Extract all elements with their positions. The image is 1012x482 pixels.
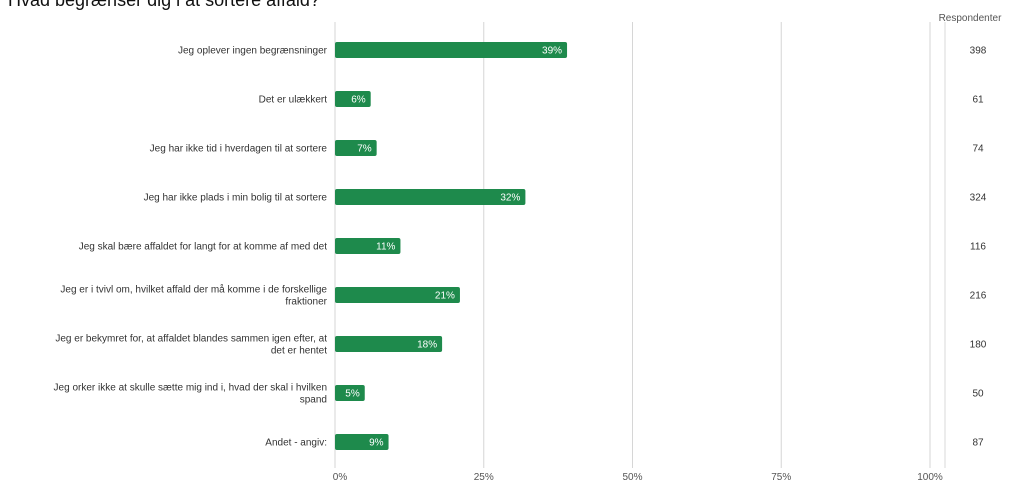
x-tick-label: 0% — [333, 472, 348, 482]
respondent-count: 87 — [972, 438, 984, 449]
bar — [335, 42, 568, 58]
x-tick-label: 100% — [917, 472, 943, 482]
respondent-count: 216 — [970, 291, 987, 302]
bar — [335, 91, 371, 107]
category-label: Andet - angiv: — [265, 438, 327, 449]
bar — [335, 385, 365, 401]
bar-value-label: 18% — [417, 340, 437, 351]
bar-value-label: 11% — [376, 242, 395, 253]
category-label: Det er ulækkert — [259, 95, 328, 106]
bar-value-label: 39% — [542, 46, 562, 57]
bar-value-label: 21% — [435, 291, 455, 302]
respondent-count: 74 — [972, 144, 984, 155]
page-title: Hvad begrænser dig i at sortere affald? — [8, 0, 320, 10]
bar-value-label: 5% — [345, 389, 360, 400]
bar — [335, 434, 389, 450]
respondent-count: 180 — [970, 340, 987, 351]
bar-value-label: 32% — [500, 193, 520, 204]
respondents-header: Respondenter — [939, 13, 1002, 24]
bar — [335, 287, 460, 303]
x-tick-label: 50% — [622, 472, 642, 482]
category-label: Jeg har ikke plads i min bolig til at so… — [144, 193, 328, 204]
category-label: Jeg orker ikke at skulle sætte mig ind i… — [54, 383, 327, 406]
respondent-count: 324 — [970, 193, 987, 204]
bar — [335, 140, 377, 156]
category-label: Jeg er bekymret for, at affaldet blandes… — [55, 334, 327, 357]
respondent-count: 398 — [970, 46, 987, 57]
x-tick-label: 75% — [771, 472, 791, 482]
bar-value-label: 7% — [357, 144, 372, 155]
x-tick-label: 25% — [474, 472, 494, 482]
bar — [335, 336, 443, 352]
respondent-count: 50 — [972, 389, 984, 400]
bar-value-label: 6% — [351, 95, 366, 106]
respondent-count: 61 — [972, 95, 984, 106]
bar — [335, 238, 401, 254]
bar — [335, 189, 526, 205]
category-label: Jeg skal bære affaldet for langt for at … — [79, 242, 327, 253]
category-label: Jeg oplever ingen begrænsninger — [178, 46, 328, 57]
respondent-count: 116 — [970, 242, 986, 253]
bar-value-label: 9% — [369, 438, 384, 449]
category-label: Jeg har ikke tid i hverdagen til at sort… — [150, 144, 328, 155]
category-label: Jeg er i tvivl om, hvilket affald der må… — [60, 284, 327, 308]
